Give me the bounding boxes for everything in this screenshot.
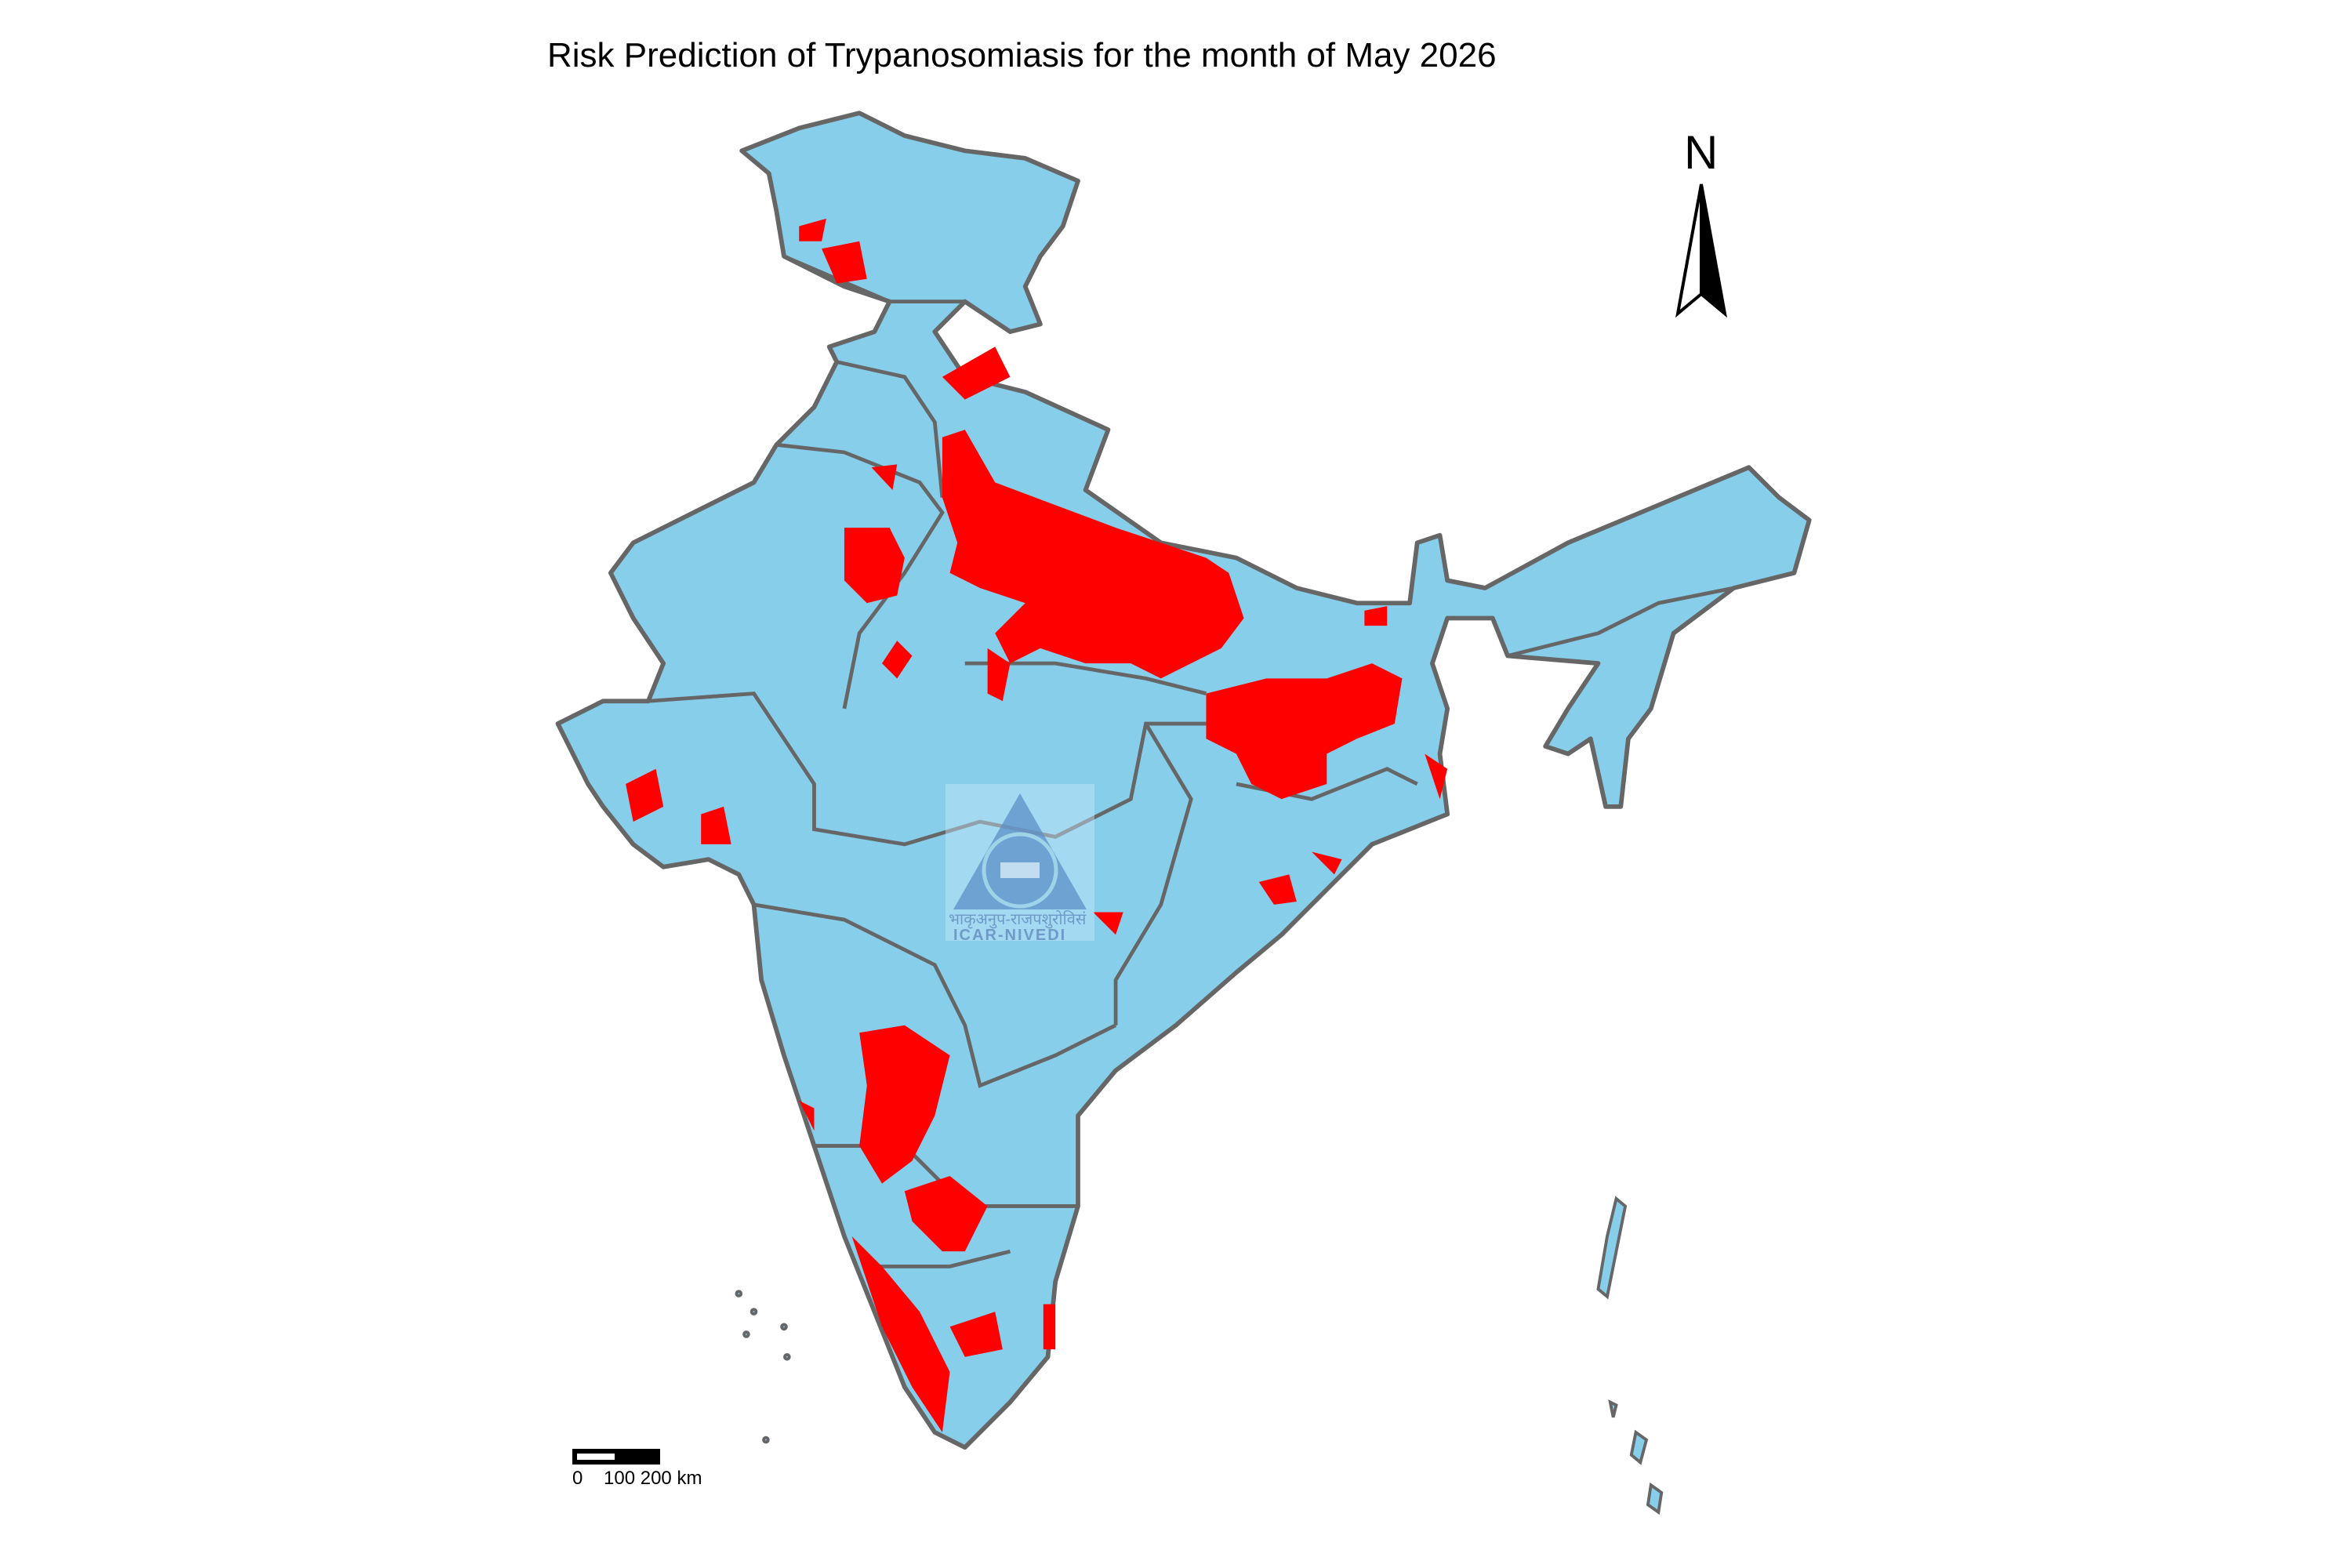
- risk-region-rajasthan: [844, 528, 905, 604]
- risk-region-bihar-jharkhand: [1206, 663, 1403, 800]
- risk-region-kashmir: [822, 241, 867, 284]
- high-risk-districts: [626, 218, 1448, 1432]
- risk-region-odisha1: [1258, 874, 1297, 905]
- map-title: Risk Prediction of Trypanosomiasis for t…: [547, 36, 1497, 74]
- india-outline: [555, 111, 1812, 1450]
- island-groups: [735, 1196, 1664, 1515]
- risk-region-telangana: [1093, 912, 1123, 935]
- north-label: N: [1684, 126, 1719, 179]
- risk-region-wb2: [1364, 606, 1388, 626]
- risk-region-tn: [949, 1312, 1003, 1357]
- logo-english-text: ICAR-NIVEDI: [953, 927, 1067, 944]
- risk-region-up: [942, 430, 1244, 679]
- risk-region-ap: [1043, 1304, 1056, 1350]
- risk-region-mp: [987, 648, 1011, 702]
- risk-region-kerala: [851, 1236, 950, 1432]
- risk-region-wb: [1425, 753, 1448, 800]
- risk-region-uttarakhand: [942, 347, 1011, 400]
- north-arrow-icon: [1675, 183, 1727, 318]
- scale-bar: 0 100 200 km: [572, 1449, 702, 1490]
- risk-region-gujarat2: [701, 806, 731, 844]
- logo-emblem-icon: [953, 793, 1087, 909]
- risk-region-karnataka: [859, 1025, 950, 1184]
- risk-region-mp2: [882, 641, 913, 679]
- state-borders: [648, 254, 1735, 1269]
- logo-hindi-text: भाकृअनुप-राजपशुरोविसं: [949, 911, 1087, 928]
- scale-bar-graphic: [572, 1449, 660, 1465]
- risk-region-odisha2: [1312, 851, 1342, 875]
- risk-region-karnataka-south: [904, 1176, 988, 1252]
- risk-region-gujarat1: [626, 768, 664, 822]
- scale-bar-labels: 0 100 200 km: [572, 1468, 702, 1489]
- risk-region-kashmir2: [799, 218, 826, 241]
- icar-nivedi-logo: भाकृअनुप-राजपशुरोविसं ICAR-NIVEDI: [946, 784, 1094, 944]
- risk-region-haryana: [871, 464, 898, 490]
